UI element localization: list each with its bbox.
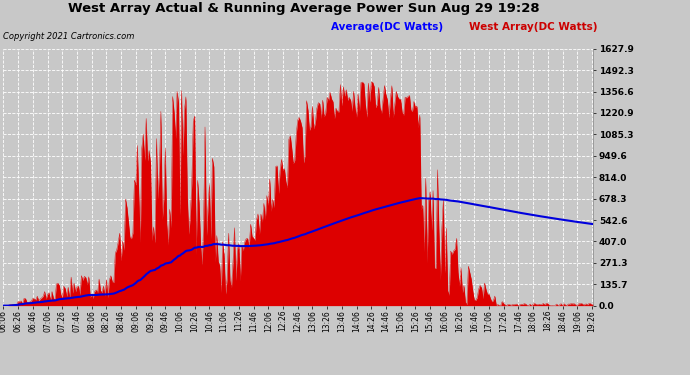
Text: Copyright 2021 Cartronics.com: Copyright 2021 Cartronics.com xyxy=(3,32,135,41)
Text: Average(DC Watts): Average(DC Watts) xyxy=(331,22,443,33)
Text: West Array(DC Watts): West Array(DC Watts) xyxy=(469,22,598,33)
Text: West Array Actual & Running Average Power Sun Aug 29 19:28: West Array Actual & Running Average Powe… xyxy=(68,2,540,15)
